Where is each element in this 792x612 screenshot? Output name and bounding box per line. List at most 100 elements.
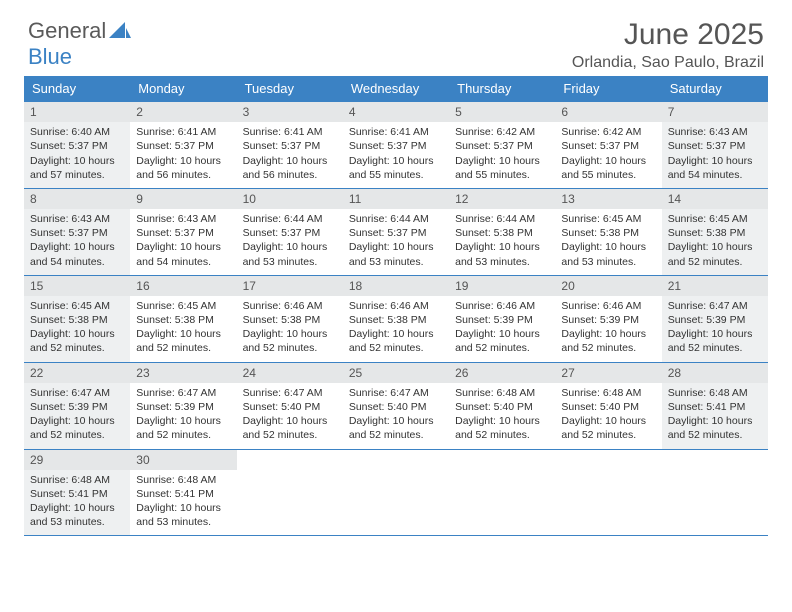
day-number: 22 xyxy=(24,363,130,383)
day-number: 1 xyxy=(24,102,130,122)
day-number: 23 xyxy=(130,363,236,383)
weekday-header: Friday xyxy=(555,76,661,101)
sunrise-text: Sunrise: 6:45 AM xyxy=(668,212,762,226)
sunset-text: Sunset: 5:39 PM xyxy=(30,400,124,414)
daylight-text: Daylight: 10 hours and 53 minutes. xyxy=(561,240,655,268)
day-number: 18 xyxy=(343,276,449,296)
calendar-row: 1Sunrise: 6:40 AMSunset: 5:37 PMDaylight… xyxy=(24,101,768,188)
sunset-text: Sunset: 5:40 PM xyxy=(349,400,443,414)
day-number: 14 xyxy=(662,189,768,209)
calendar-row: 15Sunrise: 6:45 AMSunset: 5:38 PMDayligh… xyxy=(24,275,768,362)
day-cell: 24Sunrise: 6:47 AMSunset: 5:40 PMDayligh… xyxy=(237,362,343,449)
empty-cell: . xyxy=(555,449,661,536)
month-title: June 2025 xyxy=(572,18,764,52)
sunset-text: Sunset: 5:37 PM xyxy=(243,226,337,240)
sunrise-text: Sunrise: 6:46 AM xyxy=(349,299,443,313)
day-number: 3 xyxy=(237,102,343,122)
daylight-text: Daylight: 10 hours and 53 minutes. xyxy=(136,501,230,529)
day-number: 17 xyxy=(237,276,343,296)
daylight-text: Daylight: 10 hours and 55 minutes. xyxy=(349,154,443,182)
sunrise-text: Sunrise: 6:46 AM xyxy=(243,299,337,313)
daylight-text: Daylight: 10 hours and 52 minutes. xyxy=(561,327,655,355)
weekday-header: Monday xyxy=(130,76,236,101)
daylight-text: Daylight: 10 hours and 52 minutes. xyxy=(349,327,443,355)
day-number: 26 xyxy=(449,363,555,383)
sunrise-text: Sunrise: 6:48 AM xyxy=(30,473,124,487)
sunset-text: Sunset: 5:37 PM xyxy=(136,226,230,240)
sunset-text: Sunset: 5:37 PM xyxy=(30,139,124,153)
day-number: 6 xyxy=(555,102,661,122)
day-number: 16 xyxy=(130,276,236,296)
sunset-text: Sunset: 5:38 PM xyxy=(561,226,655,240)
day-cell: 23Sunrise: 6:47 AMSunset: 5:39 PMDayligh… xyxy=(130,362,236,449)
weekday-header: Thursday xyxy=(449,76,555,101)
logo-text-blue: Blue xyxy=(28,44,72,69)
sunrise-text: Sunrise: 6:48 AM xyxy=(136,473,230,487)
empty-cell: . xyxy=(237,449,343,536)
day-cell: 4Sunrise: 6:41 AMSunset: 5:37 PMDaylight… xyxy=(343,101,449,188)
daylight-text: Daylight: 10 hours and 53 minutes. xyxy=(243,240,337,268)
daylight-text: Daylight: 10 hours and 54 minutes. xyxy=(30,240,124,268)
location-text: Orlandia, Sao Paulo, Brazil xyxy=(572,54,764,72)
day-cell: 14Sunrise: 6:45 AMSunset: 5:38 PMDayligh… xyxy=(662,188,768,275)
day-cell: 16Sunrise: 6:45 AMSunset: 5:38 PMDayligh… xyxy=(130,275,236,362)
day-number: 30 xyxy=(130,450,236,470)
sunset-text: Sunset: 5:37 PM xyxy=(243,139,337,153)
day-number: 5 xyxy=(449,102,555,122)
day-cell: 13Sunrise: 6:45 AMSunset: 5:38 PMDayligh… xyxy=(555,188,661,275)
sunrise-text: Sunrise: 6:47 AM xyxy=(668,299,762,313)
day-number: 11 xyxy=(343,189,449,209)
day-cell: 30 Sunrise: 6:48 AMSunset: 5:41 PMDayligh… xyxy=(130,449,236,536)
sunrise-text: Sunrise: 6:46 AM xyxy=(561,299,655,313)
sunrise-text: Sunrise: 6:41 AM xyxy=(243,125,337,139)
sunrise-text: Sunrise: 6:44 AM xyxy=(349,212,443,226)
sunset-text: Sunset: 5:39 PM xyxy=(561,313,655,327)
empty-cell: . xyxy=(343,449,449,536)
calendar-row: 29Sunrise: 6:48 AMSunset: 5:41 PMDayligh… xyxy=(24,449,768,536)
day-cell: 9Sunrise: 6:43 AMSunset: 5:37 PMDaylight… xyxy=(130,188,236,275)
daylight-text: Daylight: 10 hours and 52 minutes. xyxy=(30,414,124,442)
title-block: June 2025 Orlandia, Sao Paulo, Brazil xyxy=(572,18,764,72)
sunrise-text: Sunrise: 6:45 AM xyxy=(30,299,124,313)
day-number: 20 xyxy=(555,276,661,296)
sunrise-text: Sunrise: 6:47 AM xyxy=(136,386,230,400)
daylight-text: Daylight: 10 hours and 52 minutes. xyxy=(30,327,124,355)
sunset-text: Sunset: 5:41 PM xyxy=(136,487,230,501)
daylight-text: Daylight: 10 hours and 54 minutes. xyxy=(668,154,762,182)
sunset-text: Sunset: 5:37 PM xyxy=(349,226,443,240)
daylight-text: Daylight: 10 hours and 56 minutes. xyxy=(243,154,337,182)
sunrise-text: Sunrise: 6:41 AM xyxy=(349,125,443,139)
daylight-text: Daylight: 10 hours and 52 minutes. xyxy=(668,240,762,268)
day-number: 9 xyxy=(130,189,236,209)
day-number: 19 xyxy=(449,276,555,296)
sunset-text: Sunset: 5:37 PM xyxy=(136,139,230,153)
day-cell: 26Sunrise: 6:48 AMSunset: 5:40 PMDayligh… xyxy=(449,362,555,449)
sunrise-text: Sunrise: 6:43 AM xyxy=(30,212,124,226)
day-cell: 5Sunrise: 6:42 AMSunset: 5:37 PMDaylight… xyxy=(449,101,555,188)
sunrise-text: Sunrise: 6:48 AM xyxy=(561,386,655,400)
weekday-header: Saturday xyxy=(662,76,768,101)
day-cell: 15Sunrise: 6:45 AMSunset: 5:38 PMDayligh… xyxy=(24,275,130,362)
day-cell: 28Sunrise: 6:48 AMSunset: 5:41 PMDayligh… xyxy=(662,362,768,449)
daylight-text: Daylight: 10 hours and 52 minutes. xyxy=(243,414,337,442)
day-cell: 6Sunrise: 6:42 AMSunset: 5:37 PMDaylight… xyxy=(555,101,661,188)
sunrise-text: Sunrise: 6:43 AM xyxy=(136,212,230,226)
daylight-text: Daylight: 10 hours and 56 minutes. xyxy=(136,154,230,182)
sunrise-text: Sunrise: 6:45 AM xyxy=(136,299,230,313)
daylight-text: Daylight: 10 hours and 52 minutes. xyxy=(136,327,230,355)
weekday-header: Tuesday xyxy=(237,76,343,101)
day-number: 28 xyxy=(662,363,768,383)
weekday-header-row: SundayMondayTuesdayWednesdayThursdayFrid… xyxy=(24,76,768,101)
logo-sail-icon xyxy=(109,22,131,38)
daylight-text: Daylight: 10 hours and 52 minutes. xyxy=(243,327,337,355)
day-cell: 11Sunrise: 6:44 AMSunset: 5:37 PMDayligh… xyxy=(343,188,449,275)
sunrise-text: Sunrise: 6:45 AM xyxy=(561,212,655,226)
day-number: 8 xyxy=(24,189,130,209)
sunrise-text: Sunrise: 6:42 AM xyxy=(561,125,655,139)
header: General Blue June 2025 Orlandia, Sao Pau… xyxy=(0,0,792,76)
daylight-text: Daylight: 10 hours and 55 minutes. xyxy=(561,154,655,182)
weekday-header: Sunday xyxy=(24,76,130,101)
sunset-text: Sunset: 5:39 PM xyxy=(668,313,762,327)
day-number: 10 xyxy=(237,189,343,209)
day-cell: 21Sunrise: 6:47 AMSunset: 5:39 PMDayligh… xyxy=(662,275,768,362)
